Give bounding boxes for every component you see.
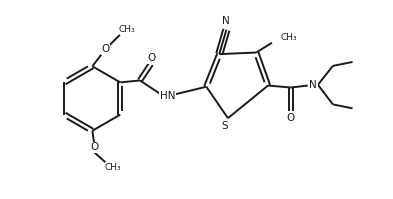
- Text: O: O: [90, 142, 98, 152]
- Text: HN: HN: [160, 91, 175, 101]
- Text: O: O: [148, 53, 156, 63]
- Text: N: N: [309, 80, 317, 90]
- Text: N: N: [222, 16, 230, 26]
- Text: CH₃: CH₃: [118, 25, 135, 34]
- Text: O: O: [101, 44, 109, 54]
- Text: S: S: [222, 121, 228, 131]
- Text: O: O: [287, 113, 295, 123]
- Text: CH₃: CH₃: [281, 33, 297, 42]
- Text: CH₃: CH₃: [104, 163, 121, 172]
